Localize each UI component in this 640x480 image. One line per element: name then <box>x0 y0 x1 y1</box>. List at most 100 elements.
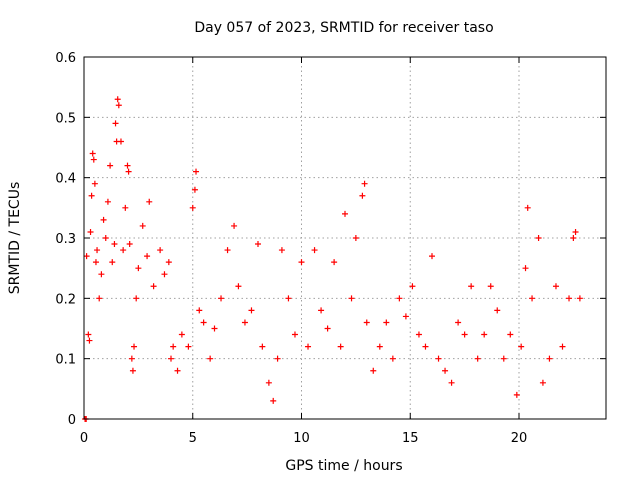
data-point <box>566 295 573 302</box>
data-point <box>389 355 396 362</box>
data-points <box>82 96 583 422</box>
data-point <box>111 241 118 248</box>
data-point <box>270 397 277 404</box>
data-point <box>157 247 164 254</box>
data-point <box>342 210 348 217</box>
data-point <box>211 325 218 332</box>
data-point <box>535 235 542 241</box>
data-point <box>168 355 174 362</box>
data-point <box>461 331 468 338</box>
data-point <box>131 343 138 350</box>
data-point <box>161 271 168 278</box>
x-axis-label: GPS time / hours <box>285 458 402 474</box>
y-tick-label: 0 <box>68 413 76 428</box>
data-point <box>98 271 105 278</box>
y-tick-label: 0.2 <box>55 292 76 307</box>
data-point <box>524 204 531 211</box>
data-point <box>522 265 529 272</box>
data-point <box>170 343 177 350</box>
data-point <box>518 343 525 350</box>
data-point <box>109 259 116 266</box>
data-point <box>311 247 318 254</box>
data-point <box>435 355 442 362</box>
x-tick-label: 10 <box>293 431 310 446</box>
data-point <box>122 204 129 211</box>
data-point <box>274 355 281 362</box>
data-point <box>241 319 248 326</box>
data-point <box>576 295 583 302</box>
data-point <box>481 331 488 338</box>
data-point <box>546 355 553 362</box>
y-tick-label: 0.4 <box>55 172 76 187</box>
data-point <box>298 259 305 266</box>
data-point <box>305 343 312 350</box>
data-point <box>235 283 242 290</box>
data-point <box>92 259 99 266</box>
data-point <box>291 331 298 338</box>
data-point <box>224 247 231 254</box>
data-point <box>126 241 133 248</box>
data-point <box>191 186 198 193</box>
grid-lines <box>84 57 606 419</box>
data-point <box>402 313 409 320</box>
data-point <box>265 379 272 386</box>
data-point <box>572 228 579 235</box>
data-point <box>88 192 95 199</box>
y-axis-label: SRMTID / TECUs <box>7 182 23 295</box>
data-point <box>91 180 98 187</box>
data-point <box>429 253 435 260</box>
data-point <box>174 367 181 374</box>
data-point <box>207 355 214 362</box>
data-point <box>396 295 403 302</box>
data-point <box>552 283 559 290</box>
x-tick-label: 5 <box>189 431 197 446</box>
data-point <box>196 307 203 314</box>
data-point <box>102 235 109 241</box>
data-point <box>359 192 366 199</box>
data-point <box>83 253 90 260</box>
data-point <box>285 295 292 302</box>
data-point <box>278 247 285 254</box>
data-point <box>96 295 103 302</box>
data-point <box>248 307 255 314</box>
data-point <box>133 295 140 302</box>
data-point <box>189 204 196 211</box>
data-point <box>494 307 501 314</box>
data-point <box>117 138 124 145</box>
data-point <box>178 331 185 338</box>
data-point <box>124 162 131 169</box>
data-point <box>363 319 370 326</box>
data-point <box>185 343 192 350</box>
data-point <box>500 355 507 362</box>
data-point <box>100 216 107 223</box>
data-point <box>115 102 122 109</box>
data-point <box>87 228 94 235</box>
data-point <box>529 295 536 302</box>
data-point <box>114 96 121 103</box>
data-point <box>120 247 127 254</box>
data-point <box>231 222 238 229</box>
data-point <box>361 180 368 187</box>
data-point <box>331 259 338 266</box>
data-point <box>422 343 429 350</box>
data-point <box>125 168 132 175</box>
data-point <box>352 235 359 241</box>
data-point <box>146 198 153 205</box>
y-tick-label: 0.1 <box>55 353 76 368</box>
data-point <box>448 379 455 386</box>
data-point <box>513 391 520 398</box>
data-point <box>112 120 119 127</box>
data-point <box>539 379 546 386</box>
data-point <box>193 168 200 175</box>
data-point <box>139 222 146 229</box>
data-point <box>570 235 577 241</box>
data-point <box>89 150 96 157</box>
data-point <box>165 259 172 266</box>
data-point <box>318 307 325 314</box>
y-tick-label: 0.3 <box>55 232 76 247</box>
y-tick-label: 0.6 <box>55 51 76 66</box>
data-point <box>370 367 377 374</box>
x-tick-label: 20 <box>511 431 528 446</box>
y-tick-label: 0.5 <box>55 111 76 126</box>
